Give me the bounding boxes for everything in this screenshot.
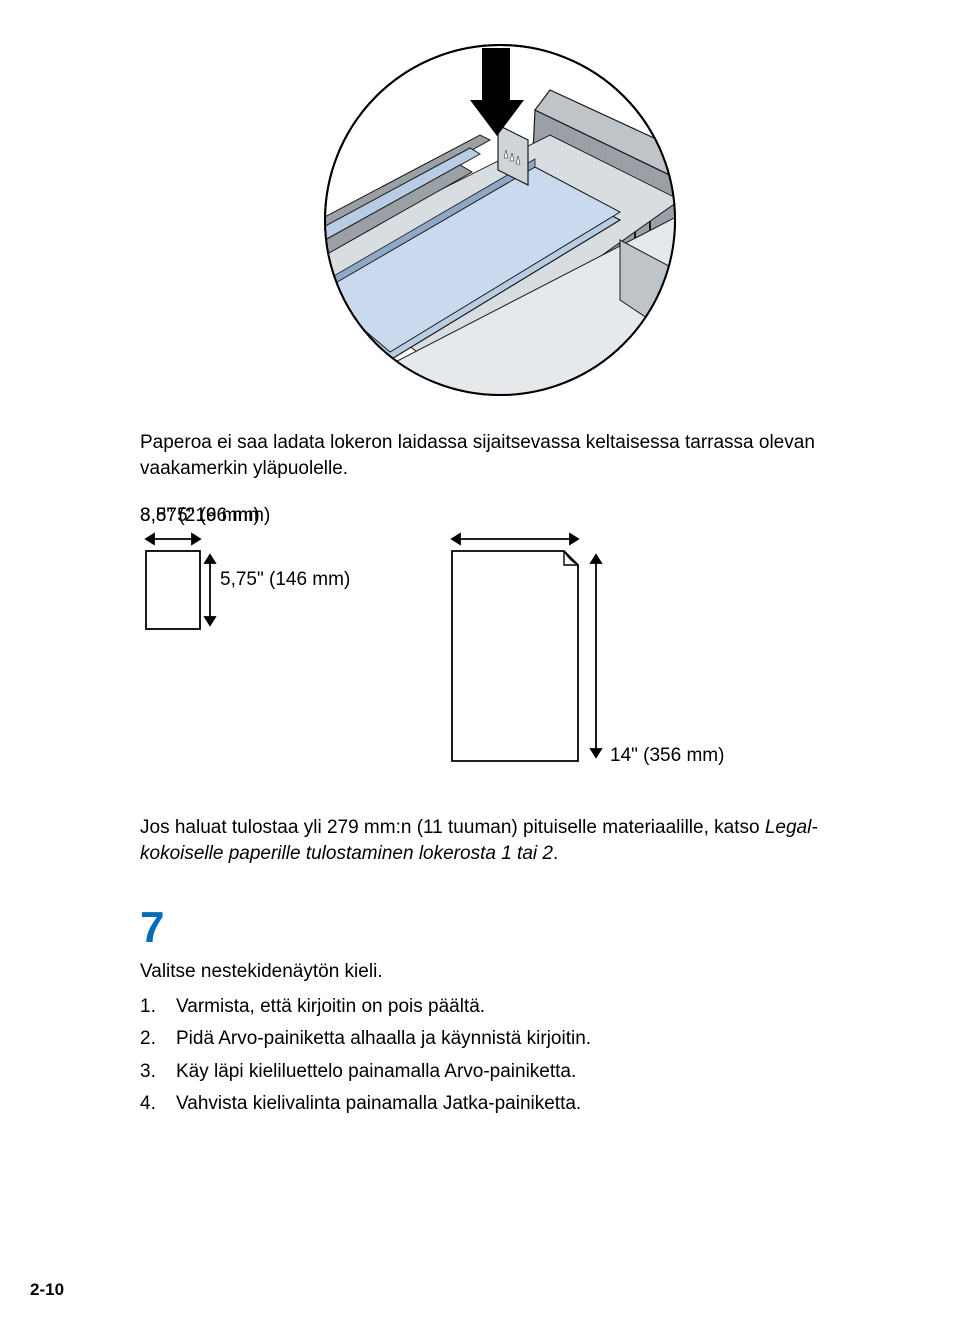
caption2-post: . — [553, 843, 558, 864]
paper-size-diagram: 3,875" (96 mm) 8,5" (216 mm) 5,75" (146 … — [140, 505, 840, 785]
step-list: Varmista, että kirjoitin on pois päältä.… — [140, 993, 840, 1119]
manual-page: Paperoa ei saa ladata lokeron laidassa s… — [0, 0, 960, 1330]
caption2-pre: Jos haluat tulostaa yli 279 mm:n (11 tuu… — [140, 817, 765, 838]
tray-warning-caption: Paperoa ei saa ladata lokeron laidassa s… — [140, 430, 840, 481]
page-number: 2-10 — [30, 1280, 64, 1300]
printer-tray-diagram — [320, 40, 680, 400]
step-item: Käy läpi kieliluettelo painamalla Arvo-p… — [140, 1058, 840, 1087]
step-title: Valitse nestekidenäytön kieli. — [140, 961, 840, 983]
step-item: Pidä Arvo-painiketta alhaalla ja käynnis… — [140, 1025, 840, 1054]
step-item: Varmista, että kirjoitin on pois päältä. — [140, 993, 840, 1022]
legal-paper-caption: Jos haluat tulostaa yli 279 mm:n (11 tuu… — [140, 815, 840, 866]
step-item: Vahvista kielivalinta painamalla Jatka-p… — [140, 1090, 840, 1119]
step-number: 7 — [140, 903, 840, 953]
